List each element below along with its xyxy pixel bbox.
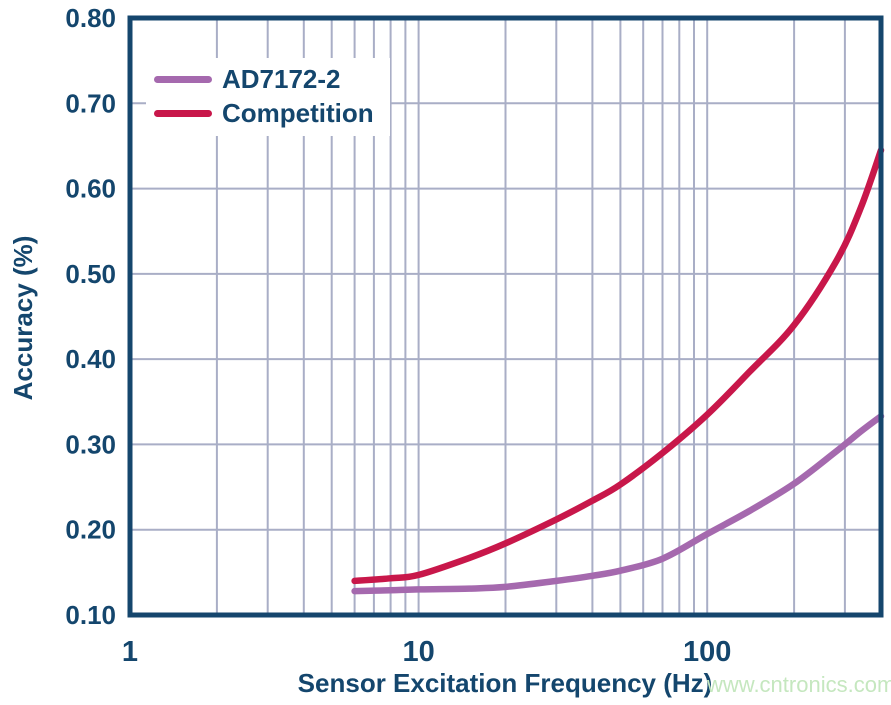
legend-swatch-competition (154, 109, 212, 117)
y-axis-title: Accuracy (%) (8, 236, 38, 401)
legend-label-competition: Competition (222, 98, 374, 128)
y-tick-label: 0.60 (65, 174, 116, 204)
legend-label-ad7172-2: AD7172-2 (222, 64, 341, 94)
y-tick-labels: 0.10 0.20 0.30 0.40 0.50 0.60 0.70 0.80 (65, 3, 116, 630)
series-line-ad7172-2 (351, 413, 885, 595)
watermark-text: www.cntronics.com (706, 672, 891, 697)
y-tick-label: 0.70 (65, 88, 116, 118)
plot-frame (127, 15, 884, 618)
y-tick-label: 0.40 (65, 344, 116, 374)
x-tick-label: 1 (122, 636, 138, 668)
legend-swatch-ad7172-2 (154, 75, 212, 83)
axis-labels: Sensor Excitation Frequency (Hz) www.cnt… (8, 236, 891, 698)
x-tick-label: 100 (683, 636, 731, 668)
x-tick-label: 10 (402, 636, 434, 668)
series-line-competition (351, 146, 885, 585)
x-tick-labels: 1 10 100 (122, 636, 731, 668)
series-curves (351, 146, 885, 595)
y-tick-label: 0.80 (65, 3, 116, 33)
y-tick-label: 0.30 (65, 429, 116, 459)
legend-item-ad7172-2: AD7172-2 (154, 64, 374, 94)
y-tick-label: 0.20 (65, 515, 116, 545)
x-axis-title: Sensor Excitation Frequency (Hz) (298, 668, 713, 698)
legend-item-competition: Competition (154, 98, 374, 128)
y-tick-label: 0.10 (65, 600, 116, 630)
legend: AD7172-2 Competition (146, 58, 390, 136)
y-tick-label: 0.50 (65, 259, 116, 289)
